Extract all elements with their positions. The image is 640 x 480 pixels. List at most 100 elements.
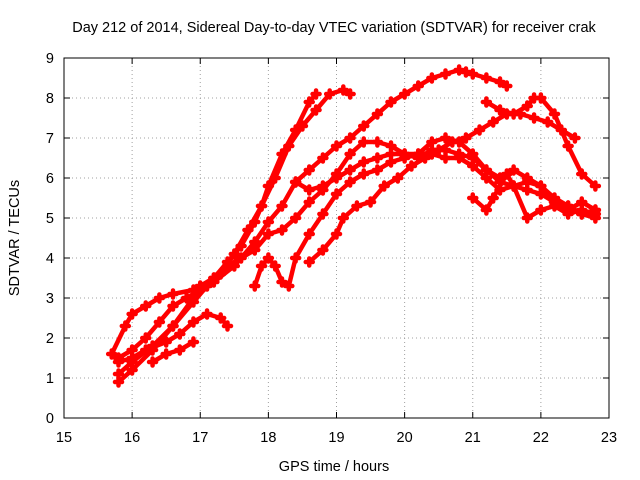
data-point	[167, 320, 179, 332]
data-point	[249, 280, 261, 292]
data-point	[146, 356, 159, 368]
data-point	[501, 168, 513, 180]
data-point	[153, 292, 166, 304]
data-point	[541, 116, 554, 128]
data-point	[255, 200, 268, 212]
data-point	[126, 308, 138, 320]
data-point	[398, 88, 411, 100]
data-point	[303, 164, 315, 176]
data-point	[303, 256, 315, 268]
data-point	[317, 208, 329, 220]
data-point	[480, 164, 493, 176]
data-point	[337, 84, 350, 96]
data-point	[467, 152, 479, 164]
data-point	[194, 284, 206, 296]
data-point	[473, 124, 486, 136]
data-point	[119, 320, 132, 332]
data-point	[344, 148, 356, 160]
data-point	[358, 156, 370, 168]
data-point	[283, 140, 295, 152]
data-point	[255, 260, 268, 272]
data-point	[589, 180, 602, 192]
data-point	[201, 308, 213, 320]
data-point	[112, 376, 125, 388]
data-point	[398, 148, 411, 160]
data-point	[242, 224, 254, 236]
data-point	[535, 180, 547, 192]
data-point	[289, 212, 302, 224]
data-point	[187, 316, 200, 328]
data-point	[371, 136, 384, 148]
data-point	[419, 152, 431, 164]
series-track-10	[480, 92, 602, 192]
data-point	[358, 136, 370, 148]
data-point	[153, 316, 166, 328]
data-point	[364, 196, 377, 208]
data-point	[385, 96, 397, 108]
data-point	[303, 184, 315, 196]
data-point	[453, 148, 465, 160]
x-tick-label: 22	[533, 430, 549, 446]
data-point	[446, 136, 459, 148]
data-point	[528, 112, 540, 124]
data-point	[344, 176, 356, 188]
data-point	[405, 160, 418, 172]
data-point	[480, 96, 493, 108]
data-point	[480, 72, 493, 84]
data-point	[412, 80, 424, 92]
y-tick-label: 1	[46, 371, 54, 387]
x-tick-label: 16	[124, 430, 140, 446]
data-point	[344, 132, 356, 144]
data-point	[317, 152, 329, 164]
data-point	[337, 212, 350, 224]
series-track-11	[467, 168, 602, 224]
x-axis-label: GPS time / hours	[279, 459, 389, 475]
data-point	[283, 280, 295, 292]
data-point	[371, 164, 384, 176]
data-point	[467, 68, 479, 80]
data-point	[480, 204, 493, 216]
data-point	[487, 192, 499, 204]
data-point	[221, 260, 234, 272]
data-point	[521, 176, 533, 188]
data-point	[548, 200, 561, 212]
data-point	[174, 344, 186, 356]
data-point	[330, 188, 343, 200]
data-point	[126, 352, 138, 364]
data-point	[344, 88, 356, 100]
data-point	[460, 132, 472, 144]
data-point	[467, 192, 479, 204]
data-point	[303, 228, 315, 240]
data-point	[160, 336, 172, 348]
y-tick-label: 4	[46, 251, 54, 267]
data-point	[576, 168, 588, 180]
data-point	[167, 300, 179, 312]
data-point	[140, 332, 152, 344]
data-point	[269, 260, 281, 272]
data-point	[167, 288, 179, 300]
data-point	[371, 152, 384, 164]
y-tick-label: 5	[46, 211, 54, 227]
data-point	[371, 108, 384, 120]
data-point	[303, 96, 315, 108]
data-point	[160, 348, 172, 360]
data-point	[235, 252, 247, 264]
data-point	[439, 68, 452, 80]
y-tick-label: 2	[46, 331, 54, 347]
data-point	[351, 200, 363, 212]
data-point	[303, 196, 315, 208]
data-point	[276, 200, 288, 212]
data-point	[507, 180, 520, 192]
data-point	[521, 212, 533, 224]
data-point	[494, 76, 506, 88]
data-point	[262, 216, 275, 228]
data-point	[548, 108, 561, 120]
data-point	[317, 244, 329, 256]
chart-title: Day 212 of 2014, Sidereal Day-to-day VTE…	[72, 20, 596, 36]
x-tick-label: 19	[328, 430, 344, 446]
series-track-9	[303, 108, 581, 268]
data-point	[576, 204, 588, 216]
x-tick-label: 17	[192, 430, 208, 446]
data-point	[269, 172, 281, 184]
